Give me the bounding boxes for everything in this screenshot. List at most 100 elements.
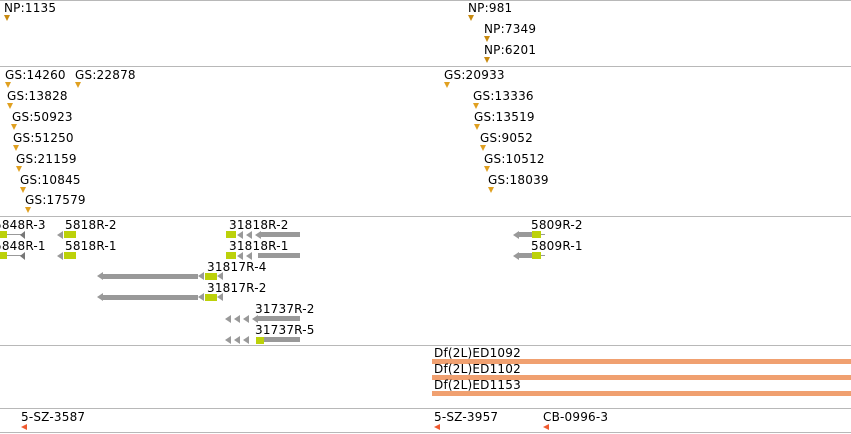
rnai-label: 5809R-2 bbox=[531, 218, 583, 232]
gene-body bbox=[258, 253, 300, 258]
lane-separator-bottom bbox=[0, 432, 851, 433]
gs-marker-icon bbox=[16, 166, 22, 172]
strand-arrow-icon bbox=[57, 231, 63, 239]
strand-arrow-icon bbox=[97, 293, 103, 301]
rnai-label: 31737R-5 bbox=[255, 323, 315, 337]
intron-line bbox=[541, 234, 545, 235]
strand-arrow-icon bbox=[57, 252, 63, 260]
gs-marker-icon bbox=[480, 145, 486, 151]
gs-marker-icon bbox=[75, 82, 81, 88]
intron-line bbox=[7, 234, 25, 235]
strand-arrow-icon bbox=[234, 315, 240, 323]
lane-separator-rnai-df bbox=[0, 345, 851, 346]
exon-block bbox=[256, 337, 264, 344]
sz-marker-icon bbox=[21, 424, 27, 430]
gs-marker-icon bbox=[25, 207, 31, 213]
gs-label: GS:21159 bbox=[16, 152, 77, 166]
strand-arrow-icon bbox=[237, 231, 243, 239]
gs-marker-icon bbox=[11, 124, 17, 130]
gs-marker-icon bbox=[444, 82, 450, 88]
gs-label: GS:10845 bbox=[20, 173, 81, 187]
gene-body bbox=[102, 295, 198, 300]
intron-line bbox=[541, 255, 545, 256]
gs-marker-icon bbox=[7, 103, 13, 109]
gs-marker-icon bbox=[484, 166, 490, 172]
strand-arrow-icon bbox=[243, 336, 249, 344]
strand-arrow-icon bbox=[246, 252, 252, 260]
gs-label: GS:13336 bbox=[473, 89, 534, 103]
exon-block bbox=[64, 252, 76, 259]
gene-body bbox=[102, 274, 198, 279]
lane-separator-np-gs bbox=[0, 66, 851, 67]
strand-arrow-icon bbox=[20, 252, 25, 260]
rnai-label: 31818R-1 bbox=[229, 239, 289, 253]
gs-label: GS:13519 bbox=[474, 110, 535, 124]
strand-arrow-icon bbox=[20, 231, 25, 239]
gs-marker-icon bbox=[13, 145, 19, 151]
deficiency-label: Df(2L)ED1153 bbox=[434, 378, 521, 392]
sz-label: 5-SZ-3957 bbox=[434, 410, 499, 424]
gs-marker-icon bbox=[474, 124, 480, 130]
gs-label: GS:50923 bbox=[12, 110, 73, 124]
exon-block bbox=[226, 252, 236, 259]
lane-separator-df-sz bbox=[0, 408, 851, 409]
sz-marker-icon bbox=[434, 424, 440, 430]
gs-label: GS:20933 bbox=[444, 68, 505, 82]
gs-label: GS:17579 bbox=[25, 193, 86, 207]
strand-arrow-icon bbox=[234, 336, 240, 344]
sz-label: 5-SZ-3587 bbox=[21, 410, 86, 424]
np-label: NP:6201 bbox=[484, 43, 537, 57]
gs-label: GS:51250 bbox=[13, 131, 74, 145]
sz-marker-icon bbox=[543, 424, 549, 430]
strand-arrow-icon bbox=[97, 272, 103, 280]
rnai-label: 5818R-2 bbox=[65, 218, 117, 232]
rnai-label: 31817R-4 bbox=[207, 260, 267, 274]
rnai-label: 5818R-1 bbox=[65, 239, 117, 253]
strand-arrow-icon bbox=[198, 293, 204, 301]
exon-block bbox=[532, 231, 541, 238]
strand-arrow-icon bbox=[237, 252, 243, 260]
gene-body bbox=[518, 232, 532, 237]
gene-body bbox=[264, 337, 300, 342]
exon-block bbox=[532, 252, 541, 259]
rnai-label: 31817R-2 bbox=[207, 281, 267, 295]
rnai-label: 5809R-1 bbox=[531, 239, 583, 253]
gs-marker-icon bbox=[473, 103, 479, 109]
np-label: NP:7349 bbox=[484, 22, 537, 36]
np-marker-icon bbox=[4, 15, 10, 21]
gene-body bbox=[258, 316, 300, 321]
lane-separator-gs-rnai bbox=[0, 216, 851, 217]
deficiency-label: Df(2L)ED1102 bbox=[434, 362, 521, 376]
strand-arrow-icon bbox=[217, 293, 223, 301]
deficiency-bar bbox=[432, 359, 851, 364]
gs-marker-icon bbox=[20, 187, 26, 193]
gs-marker-icon bbox=[5, 82, 11, 88]
rnai-label: 5848R-1 bbox=[0, 239, 46, 253]
gs-label: GS:9052 bbox=[480, 131, 533, 145]
deficiency-bar bbox=[432, 391, 851, 396]
strand-arrow-icon bbox=[246, 231, 252, 239]
gs-label: GS:10512 bbox=[484, 152, 545, 166]
lane-separator-top bbox=[0, 0, 851, 1]
strand-arrow-icon bbox=[513, 252, 519, 260]
gs-label: GS:13828 bbox=[7, 89, 68, 103]
exon-block bbox=[0, 252, 7, 259]
deficiency-bar bbox=[432, 375, 851, 380]
exon-block bbox=[0, 231, 7, 238]
strand-arrow-icon bbox=[255, 231, 261, 239]
np-marker-icon bbox=[484, 36, 490, 42]
strand-arrow-icon bbox=[513, 231, 519, 239]
gene-body bbox=[261, 232, 300, 237]
np-marker-icon bbox=[484, 57, 490, 63]
np-label: NP:981 bbox=[468, 1, 513, 15]
np-marker-icon bbox=[468, 15, 474, 21]
strand-arrow-icon bbox=[252, 315, 258, 323]
rnai-label: 31737R-2 bbox=[255, 302, 315, 316]
deficiency-label: Df(2L)ED1092 bbox=[434, 346, 521, 360]
strand-arrow-icon bbox=[225, 336, 231, 344]
gs-marker-icon bbox=[488, 187, 494, 193]
gs-label: GS:18039 bbox=[488, 173, 549, 187]
strand-arrow-icon bbox=[198, 272, 204, 280]
rnai-label: 5848R-3 bbox=[0, 218, 46, 232]
strand-arrow-icon bbox=[243, 315, 249, 323]
